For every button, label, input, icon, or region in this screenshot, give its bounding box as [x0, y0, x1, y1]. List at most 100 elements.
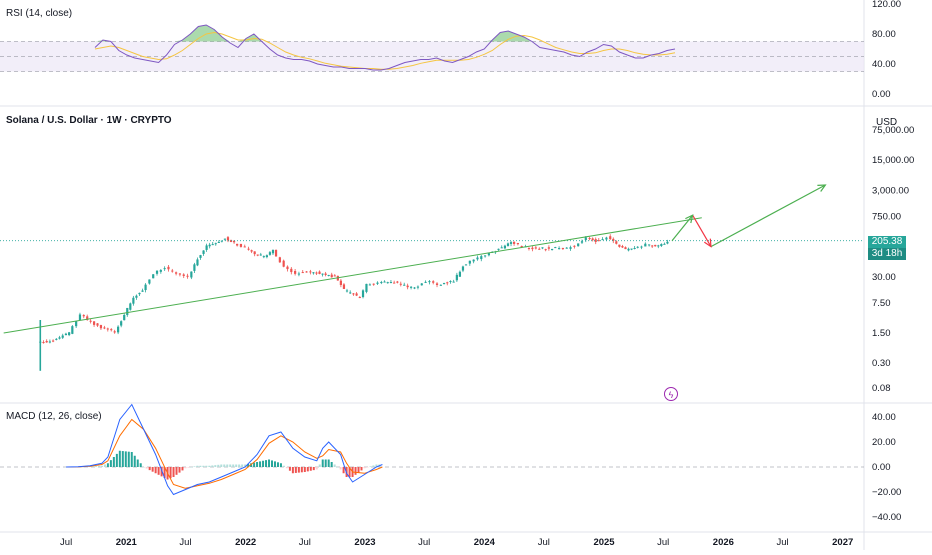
candle-body — [452, 281, 455, 283]
candle-body — [286, 266, 289, 270]
time-axis-tick-11: 2026 — [713, 537, 734, 548]
candle-body — [376, 282, 379, 284]
macd-hist-bar — [91, 466, 94, 467]
time-axis-tick-4: Jul — [299, 537, 311, 548]
macd-hist-bar — [238, 464, 241, 467]
price-axis-tick-6: 7.50 — [872, 298, 891, 309]
candle-body — [424, 281, 427, 283]
candle-body — [208, 244, 211, 247]
macd-hist-bar — [306, 467, 309, 472]
macd-hist-bar — [363, 467, 366, 469]
candle-body — [621, 246, 624, 248]
trendline — [3, 217, 702, 334]
time-axis-tick-1: 2021 — [116, 537, 138, 548]
candle-body — [324, 273, 327, 275]
candle-body — [506, 243, 510, 246]
candle-body — [239, 243, 243, 247]
price-axis-tick-5: 30.00 — [872, 272, 896, 283]
candle-body — [420, 283, 423, 286]
candle-body — [148, 279, 151, 284]
candle-body — [558, 248, 561, 250]
candle-body — [138, 292, 141, 295]
macd-hist-bar — [259, 461, 262, 467]
candle-body — [126, 307, 129, 316]
candle-body — [601, 239, 604, 241]
candle-body — [262, 256, 265, 258]
macd-hist-bar — [187, 467, 190, 468]
price-axis-tick-0: 75,000.00 — [872, 125, 914, 136]
macd-axis-tick-2: 0.00 — [872, 462, 891, 473]
rsi-axis-tick-1: 80.00 — [872, 29, 896, 40]
candle-body — [342, 284, 346, 289]
macd-hist-bar — [342, 467, 345, 474]
candle-body — [152, 274, 155, 279]
candle-body — [368, 284, 371, 286]
candle-body — [144, 284, 147, 291]
time-axis-tick-2: Jul — [179, 537, 191, 548]
candle-body — [103, 327, 106, 329]
time-axis-tick-12: Jul — [776, 537, 788, 548]
candle-body — [89, 320, 92, 322]
candle-body — [413, 287, 416, 289]
macd-hist-bar — [244, 464, 247, 467]
candle-body — [55, 338, 58, 340]
candle-body — [644, 243, 647, 247]
candle-body — [461, 266, 465, 271]
macd-hist-bar — [184, 467, 187, 469]
candle-body — [428, 281, 431, 283]
macd-hist-bar — [327, 459, 330, 467]
candle-body — [82, 315, 85, 317]
candle-body — [278, 257, 281, 263]
macd-hist-bar — [190, 467, 193, 468]
candle-body — [512, 241, 516, 244]
macd-hist-bar — [97, 465, 100, 467]
candle-body — [42, 342, 45, 344]
candle-body — [584, 237, 587, 240]
candle-body — [654, 244, 657, 247]
macd-hist-bar — [205, 465, 208, 467]
rsi-overbought-fill — [95, 25, 675, 42]
lightning-icon[interactable]: ϟ — [664, 387, 678, 401]
candle-body — [193, 264, 196, 271]
macd-hist-bar — [139, 463, 142, 467]
candle-body — [214, 243, 217, 245]
candle-body — [330, 274, 333, 278]
macd-hist-bar — [268, 459, 271, 467]
candle-body — [487, 253, 491, 256]
macd-hist-bar — [279, 463, 282, 467]
macd-hist-bar — [256, 462, 259, 467]
time-axis-tick-10: Jul — [657, 537, 669, 548]
macd-hist-bar — [163, 467, 166, 478]
time-axis-tick-3: 2022 — [235, 537, 256, 548]
macd-signal-line — [66, 418, 383, 489]
macd-hist-bar — [366, 467, 369, 468]
candle-body — [321, 273, 324, 275]
macd-hist-bar — [321, 459, 324, 467]
candle-body — [333, 275, 336, 277]
candle-body — [609, 236, 612, 240]
candle-body — [205, 245, 208, 250]
candle-body — [520, 245, 523, 248]
macd-hist-bar — [375, 464, 378, 467]
candle-body — [117, 326, 120, 333]
candle-body — [500, 247, 503, 249]
candle-body — [358, 297, 361, 299]
candle-body — [352, 293, 355, 295]
candle-body — [243, 246, 246, 248]
macd-hist-bar — [112, 457, 115, 467]
candle-body — [182, 274, 185, 276]
macd-hist-bar — [124, 451, 127, 467]
candle-body — [594, 239, 597, 242]
macd-hist-bar — [303, 467, 306, 472]
rsi-line — [94, 24, 676, 71]
macd-hist-bar — [100, 465, 103, 467]
candle-body — [389, 282, 393, 284]
candle-body — [439, 284, 442, 286]
macd-hist-bar — [348, 467, 351, 477]
candle-body — [64, 333, 68, 336]
candle-body — [550, 249, 554, 251]
candle-body — [253, 251, 256, 255]
candle-body — [666, 241, 669, 244]
